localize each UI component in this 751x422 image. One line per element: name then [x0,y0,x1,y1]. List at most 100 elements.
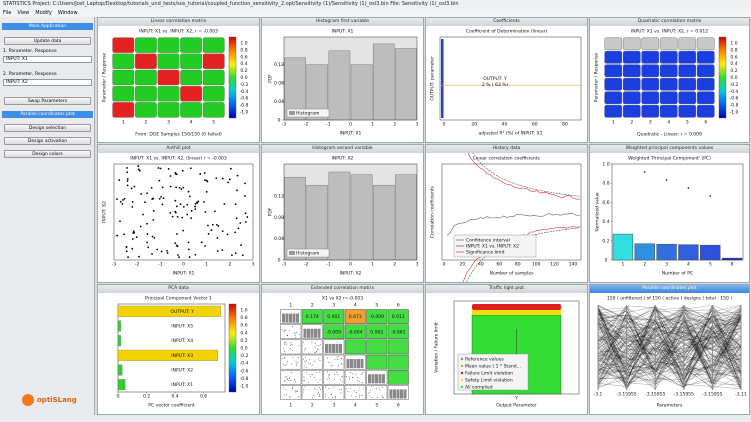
scatter-dot [312,364,313,366]
scatter-dot [340,378,341,380]
x-tick-label: 1 [122,120,125,126]
y-tick-label: 0.04 [274,236,284,242]
scatter-dot [135,236,138,239]
scatter-dot [158,179,161,182]
scatter-dot [125,250,128,253]
scatter-dot [160,250,163,253]
panel-title: Anthill plot [98,145,259,153]
scatter-dot [334,395,336,397]
swap-button[interactable]: Swap Parameters [4,97,91,105]
scatter-dot [320,343,322,345]
x-tick-label: 2 [311,303,314,309]
design-line [597,305,742,385]
bar [328,50,351,121]
legend-text: All complied [465,385,493,391]
scatter-dot [330,362,332,364]
panel-title: Weighted principal components values [590,145,749,153]
mini-bar [371,374,375,384]
button[interactable]: Design activation [4,137,91,145]
scatter-dot [284,380,286,382]
button[interactable]: Design selection [4,124,91,132]
matrix-cell [112,69,135,86]
y-axis-label: Parameter / Response [102,53,108,103]
matrix-cell [604,91,623,105]
scatter-dot [355,396,357,398]
design-line [597,306,742,389]
bar [284,177,306,261]
colorbar-label: -0.2 [730,82,739,88]
update-button[interactable]: Update data [4,37,91,45]
menu-item[interactable]: File [3,10,12,16]
mini-bar [325,343,328,353]
panel: Histogram first variable INPUT: X1 0 0.04 0.… [261,17,424,143]
scatter-dot [284,344,286,345]
colorbar-label: -0.8 [240,103,249,109]
scatter-dot [211,223,214,226]
x-tick-label: 1 [621,262,624,268]
scatter-dot [283,394,285,396]
colorbar-label: 0.8 [730,47,737,53]
scatter-dot [126,178,129,180]
button[interactable]: Design colors [4,150,91,158]
x-tick-label: 40 [502,122,508,128]
scatter-dot [361,394,363,396]
scatter-dot [295,391,297,393]
mini-bar [403,389,407,399]
x-tick-label: 1 [289,303,292,309]
matrix-cell [641,104,660,118]
scatter-dot [358,381,360,383]
menu-item[interactable]: Window [57,10,78,16]
cell-value: -0.061 [391,329,406,335]
scatter-dot [368,395,370,397]
scatter-dot [197,200,200,203]
design-line [597,304,742,377]
scatter-dot [328,375,330,377]
design-line [597,306,742,380]
scatter-dot [133,231,135,234]
x-tick-label: 5 [375,303,378,309]
design-line [597,319,742,384]
matrix-cell [280,354,302,370]
scatter-dot [131,205,134,208]
scatter-dot [284,329,286,331]
scatter-dot [310,376,312,378]
matrix-cell [659,50,678,64]
scatter-dot [207,232,210,235]
matrix-cell [301,339,323,355]
design-line [597,305,742,352]
mini-bar [375,374,378,384]
matrix-cell [387,369,409,385]
logo-icon [22,394,34,406]
scatter-dot [337,359,339,360]
design-line [597,314,742,362]
scatter-dot [281,358,283,360]
x-tick-label: 1 [205,262,208,268]
mini-bar [396,389,400,399]
scatter-dot [290,347,292,349]
window-title: STATISTICS Project: C:/Users/Jost_Laptop… [0,0,751,9]
menu-item[interactable]: Modify [35,10,52,16]
x-tick-label: 40 [478,262,484,268]
matrix-cell [387,339,409,355]
scatter-dot [297,362,299,364]
scatter-dot [305,357,307,359]
matrix-cell [301,309,323,324]
menu-item[interactable]: View [17,10,30,16]
scatter-dot [287,360,288,362]
scatter-dot [180,188,183,190]
annotation: OUTPUT: Y [483,76,507,82]
x-tick-label: -3 [112,262,117,268]
select[interactable]: INPUT: X1 [3,56,92,63]
scatter-dot [318,387,320,389]
scatter-dot [304,386,306,388]
y-axis-label: OUTPUT: parameter [430,56,436,101]
scatter-dot [290,341,292,343]
scatter-dot [318,358,320,360]
matrix-cell [604,64,623,78]
scatter-dot [295,363,297,365]
scatter-dot [709,195,712,197]
scatter-dot [330,365,332,367]
panel-title: Quadratic correlation matrix [590,18,749,26]
select[interactable]: INPUT: X2 [3,79,92,86]
scatter-dot [331,394,332,396]
